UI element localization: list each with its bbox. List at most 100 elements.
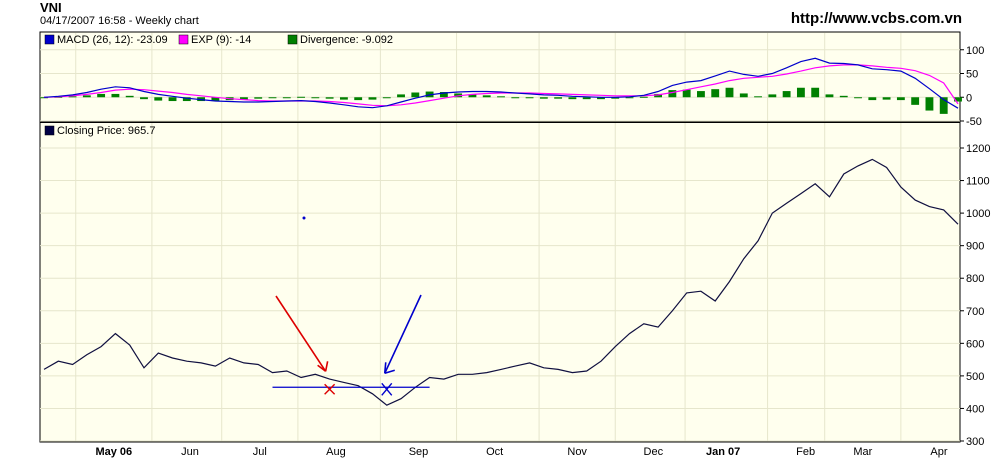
divergence-bar — [739, 93, 748, 98]
divergence-bar — [140, 97, 148, 100]
divergence-bar — [768, 94, 777, 98]
red-arrow — [275, 295, 327, 372]
divergence-bar — [240, 97, 248, 100]
site-url[interactable]: http://www.vcbs.com.vn — [790, 10, 962, 27]
divergence-bar — [754, 96, 762, 98]
divergence-bar — [125, 95, 134, 98]
divergence-bar — [839, 95, 848, 98]
divergence-bar — [68, 96, 77, 98]
legend-swatch-macd — [44, 34, 55, 45]
divergence-bar — [911, 97, 920, 105]
legend-swatch-price — [44, 125, 55, 136]
divergence-bar — [682, 89, 691, 98]
price-tick-label: 1200 — [966, 143, 990, 155]
month-label: Oct — [486, 446, 503, 458]
divergence-bar — [154, 97, 163, 101]
divergence-bar — [354, 97, 363, 101]
legend-divergence: Divergence: -9.092 — [300, 34, 393, 46]
month-label: May 06 — [95, 446, 132, 458]
legend-swatch-divergence — [287, 34, 298, 45]
price-line — [43, 158, 959, 406]
month-label: Aug — [326, 446, 346, 458]
month-label: Sep — [409, 446, 429, 458]
divergence-bar — [168, 97, 177, 102]
price-tick-label: 800 — [966, 273, 984, 285]
chart-title: VNI — [40, 0, 62, 15]
divergence-bar — [611, 97, 620, 99]
divergence-bar — [854, 97, 862, 99]
divergence-bar — [482, 95, 491, 98]
divergence-bar — [325, 97, 334, 99]
month-label: Feb — [796, 446, 815, 458]
macd-gridlines — [40, 49, 960, 122]
divergence-bar — [339, 97, 348, 100]
exp-line — [43, 64, 959, 107]
price-legend: Closing Price: 965.7 — [44, 125, 155, 137]
price-tick-label: 400 — [966, 403, 984, 415]
divergence-bar — [282, 97, 291, 99]
month-label: Jun — [181, 446, 199, 458]
divergence-bar — [297, 96, 305, 98]
divergence-bar — [597, 97, 605, 100]
legend-price: Closing Price: 965.7 — [57, 125, 155, 137]
divergence-bar — [97, 93, 106, 98]
macd-tick-label: -50 — [966, 116, 982, 128]
blue-arrow-head — [383, 362, 395, 375]
divergence-bar — [182, 97, 191, 102]
divergence-bar — [568, 97, 577, 100]
divergence-bar — [668, 90, 677, 98]
divergence-bar — [725, 87, 734, 98]
divergence-bar — [397, 94, 405, 98]
red-arrow-head — [317, 361, 329, 372]
macd-tick-label: 50 — [966, 69, 978, 81]
divergence-bar — [254, 97, 263, 99]
macd-legend: MACD (26, 12): -23.09 EXP (9): -14 Diver… — [44, 34, 393, 46]
price-line-group — [43, 158, 959, 406]
divergence-bar — [82, 95, 91, 98]
month-label: Mar — [853, 446, 872, 458]
divergence-bar — [625, 97, 634, 99]
month-label: Jan 07 — [706, 446, 740, 458]
price-tick-label: 500 — [966, 371, 984, 383]
divergence-bar — [782, 91, 791, 98]
divergence-bar — [554, 97, 563, 99]
macd-tick-label: 100 — [966, 45, 984, 57]
month-label: Jul — [253, 446, 267, 458]
divergence-bar — [511, 97, 520, 99]
divergence-bar — [539, 97, 548, 99]
price-panel — [39, 121, 961, 443]
price-tick-label: 300 — [966, 436, 984, 448]
divergence-bar — [382, 97, 391, 99]
macd-panel — [39, 31, 961, 123]
blue-arrow — [384, 294, 422, 374]
divergence-bar — [882, 97, 891, 100]
divergence-bar — [925, 97, 934, 111]
legend-swatch-exp — [178, 34, 189, 45]
divergence-bar — [896, 97, 905, 101]
divergence-bar — [811, 87, 820, 98]
divergence-bar — [368, 97, 377, 100]
red-cross-mark — [324, 383, 336, 395]
price-tick-label: 1000 — [966, 208, 990, 220]
price-tick-label: 600 — [966, 338, 984, 350]
divergence-bar — [525, 97, 534, 99]
divergence-bar — [311, 97, 320, 99]
divergence-bar — [211, 97, 220, 102]
divergence-bar — [825, 94, 834, 98]
divergence-bar — [111, 93, 120, 98]
divergence-bar — [796, 87, 805, 98]
divergence-bars — [40, 87, 962, 114]
divergence-bar — [40, 97, 48, 99]
divergence-bar — [468, 94, 477, 98]
legend-macd: MACD (26, 12): -23.09 — [57, 34, 168, 46]
blue-cross-mark — [381, 382, 393, 396]
divergence-bar — [654, 93, 663, 98]
stray-dot — [302, 216, 306, 220]
macd-line — [43, 57, 959, 109]
price-tick-label: 1100 — [966, 176, 990, 188]
price-tick-label: 900 — [966, 241, 984, 253]
macd-axis-ticks: -50 0 50 100 — [960, 45, 984, 128]
divergence-bar — [939, 97, 948, 114]
divergence-bar — [439, 92, 448, 98]
divergence-bar — [697, 91, 705, 98]
